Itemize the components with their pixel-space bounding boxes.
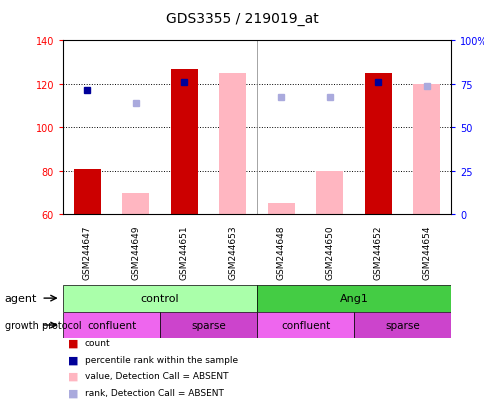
Bar bbox=[353, 312, 450, 339]
Bar bbox=[219, 74, 245, 215]
Text: GSM244647: GSM244647 bbox=[83, 225, 91, 279]
Bar bbox=[74, 169, 101, 215]
Bar bbox=[364, 74, 391, 215]
Bar bbox=[257, 312, 353, 339]
Text: sparse: sparse bbox=[191, 320, 226, 330]
Text: Ang1: Ang1 bbox=[339, 293, 368, 304]
Text: agent: agent bbox=[5, 293, 37, 304]
Text: GSM244653: GSM244653 bbox=[228, 225, 237, 279]
Bar bbox=[63, 312, 160, 339]
Bar bbox=[170, 69, 197, 215]
Text: GSM244652: GSM244652 bbox=[373, 225, 382, 279]
Bar bbox=[316, 171, 342, 215]
Text: growth protocol: growth protocol bbox=[5, 320, 81, 330]
Text: GSM244649: GSM244649 bbox=[131, 225, 140, 279]
Text: value, Detection Call = ABSENT: value, Detection Call = ABSENT bbox=[85, 371, 228, 380]
Text: GDS3355 / 219019_at: GDS3355 / 219019_at bbox=[166, 12, 318, 26]
Text: ■: ■ bbox=[68, 371, 78, 381]
Text: ■: ■ bbox=[68, 338, 78, 348]
Text: GSM244651: GSM244651 bbox=[180, 225, 188, 279]
Bar bbox=[267, 204, 294, 215]
Text: GSM244648: GSM244648 bbox=[276, 225, 285, 279]
Text: sparse: sparse bbox=[384, 320, 419, 330]
Text: confluent: confluent bbox=[87, 320, 136, 330]
Bar bbox=[257, 285, 450, 312]
Text: ■: ■ bbox=[68, 387, 78, 397]
Bar bbox=[122, 193, 149, 215]
Text: rank, Detection Call = ABSENT: rank, Detection Call = ABSENT bbox=[85, 388, 223, 397]
Bar bbox=[160, 312, 257, 339]
Text: control: control bbox=[140, 293, 179, 304]
Text: confluent: confluent bbox=[280, 320, 330, 330]
Text: GSM244654: GSM244654 bbox=[422, 225, 430, 279]
Text: GSM244650: GSM244650 bbox=[325, 225, 333, 279]
Text: count: count bbox=[85, 338, 110, 347]
Text: percentile rank within the sample: percentile rank within the sample bbox=[85, 355, 238, 364]
Text: ■: ■ bbox=[68, 354, 78, 364]
Bar bbox=[412, 85, 439, 215]
Bar bbox=[63, 285, 257, 312]
